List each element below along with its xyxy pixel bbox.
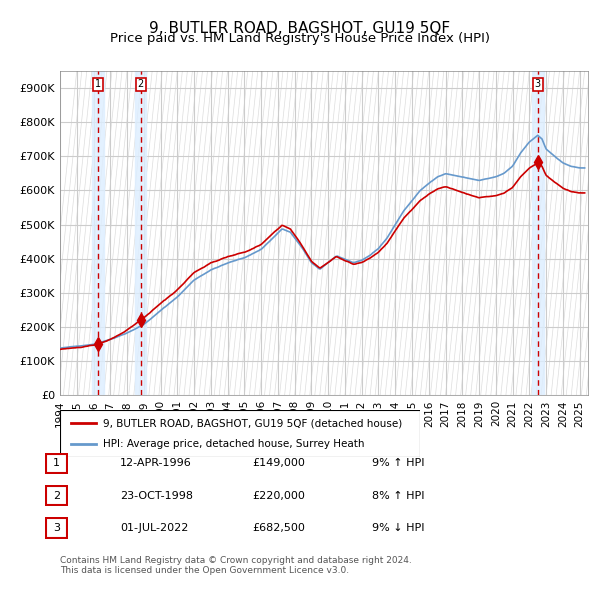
Text: 9% ↓ HPI: 9% ↓ HPI: [372, 523, 425, 533]
Text: 12-APR-1996: 12-APR-1996: [120, 458, 192, 468]
Text: 01-JUL-2022: 01-JUL-2022: [120, 523, 188, 533]
Text: 8% ↑ HPI: 8% ↑ HPI: [372, 491, 425, 500]
Text: 9, BUTLER ROAD, BAGSHOT, GU19 5QF: 9, BUTLER ROAD, BAGSHOT, GU19 5QF: [149, 21, 451, 35]
Text: Contains HM Land Registry data © Crown copyright and database right 2024.
This d: Contains HM Land Registry data © Crown c…: [60, 556, 412, 575]
FancyBboxPatch shape: [46, 519, 67, 537]
Text: 9% ↑ HPI: 9% ↑ HPI: [372, 458, 425, 468]
Text: £682,500: £682,500: [252, 523, 305, 533]
Text: 3: 3: [535, 80, 541, 90]
Bar: [92, 71, 104, 395]
Bar: [532, 71, 544, 395]
Text: 1: 1: [95, 80, 101, 90]
Text: 23-OCT-1998: 23-OCT-1998: [120, 491, 193, 500]
Text: HPI: Average price, detached house, Surrey Heath: HPI: Average price, detached house, Surr…: [103, 439, 365, 449]
Text: 3: 3: [53, 523, 60, 533]
Text: Price paid vs. HM Land Registry's House Price Index (HPI): Price paid vs. HM Land Registry's House …: [110, 32, 490, 45]
Text: £220,000: £220,000: [252, 491, 305, 500]
Bar: [135, 71, 146, 395]
FancyBboxPatch shape: [46, 486, 67, 505]
Text: £149,000: £149,000: [252, 458, 305, 468]
FancyBboxPatch shape: [46, 454, 67, 473]
Text: 9, BUTLER ROAD, BAGSHOT, GU19 5QF (detached house): 9, BUTLER ROAD, BAGSHOT, GU19 5QF (detac…: [103, 418, 403, 428]
Text: 2: 2: [137, 80, 144, 90]
Text: 2: 2: [53, 491, 60, 500]
Text: 1: 1: [53, 458, 60, 468]
FancyBboxPatch shape: [60, 410, 420, 457]
